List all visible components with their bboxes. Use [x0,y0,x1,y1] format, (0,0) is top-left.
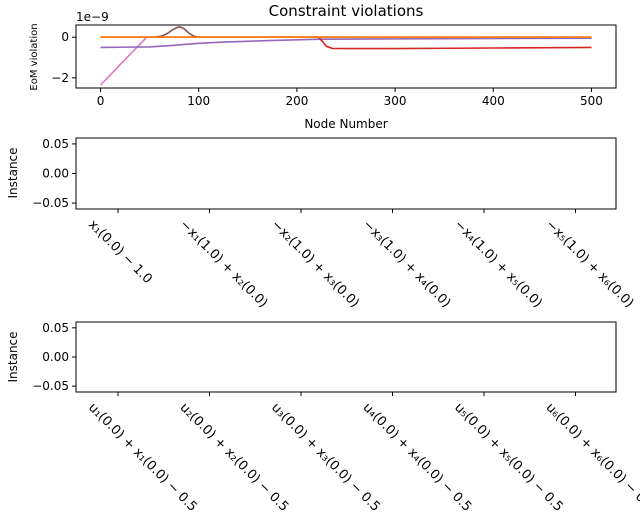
y-tick-label: 0 [61,30,69,44]
x-tick-label: 300 [384,94,407,108]
y-ticks: 0.05 0.00 −0.05 [32,321,76,393]
x-tick-label: −x₅(1.0) + x₆(0.0) [543,217,637,311]
x-tick-label: −x₂(1.0) + x₃(0.0) [268,217,362,311]
series-line-1 [99,36,592,86]
y-ticks: 0 −2 [51,30,76,85]
x-tick-label: −x₁(1.0) + x₂(0.0) [177,217,271,311]
y-axis-label: EoM violation [29,23,40,90]
plot-frame [75,24,617,89]
instance-chart-state: 0.05 0.00 −0.05 x₁(0.0) − 1.0 −x₁(1.0) + x₂… [6,137,636,311]
x-ticks: u₁(0.0) + x₁(0.0) − 0.5u₂(0.0) + x₂(0.0)… [85,392,640,515]
x-tick-label: 0 [97,94,105,108]
y-tick-label: 0.00 [42,167,69,181]
x-tick-label: −x₄(1.0) + x₅(0.0) [451,217,545,311]
x-ticks: x₁(0.0) − 1.0 −x₁(1.0) + x₂(0.0)−x₂(1.0) … [85,209,636,311]
y-tick-label: 0.05 [42,137,69,151]
series-line-2 [100,26,592,38]
y-axis-label: Instance [6,331,20,382]
x-tick-label: 500 [580,94,603,108]
x-tick-label: −x₃(1.0) + x₄(0.0) [360,217,454,311]
series-line-3 [100,37,592,49]
x-ticks: 0 100 200 300 400 500 [97,88,603,108]
x-tick-label: x₁(0.0) − 1.0 [85,217,155,287]
chart-title: Constraint violations [269,2,424,20]
series-line-4 [100,36,592,50]
y-axis-label: Instance [6,147,20,198]
x-tick-label: u₁(0.0) + x₁(0.0) − 0.5 [85,400,200,515]
x-tick-label: 100 [187,94,210,108]
instance-chart-control: 0.05 0.00 −0.05 u₁(0.0) + x₁(0.0) − 0.5u₂(… [6,321,640,515]
y-tick-label: 0.05 [42,321,69,335]
plot-frame [75,321,617,393]
x-tick-label: 400 [482,94,505,108]
y-tick-label: −2 [51,71,69,85]
y-tick-label: −0.05 [32,379,69,393]
plot-frame [75,137,617,210]
y-tick-label: −0.05 [32,196,69,210]
x-tick-label: 200 [285,94,308,108]
series-group [99,26,592,86]
x-axis-label: Node Number [304,117,387,131]
eom-violation-chart: Constraint violations 1e−9 0 100 200 300 400… [29,2,617,131]
y-ticks: 0.05 0.00 −0.05 [32,137,76,210]
y-offset-text: 1e−9 [76,10,109,24]
y-tick-label: 0.00 [42,350,69,364]
